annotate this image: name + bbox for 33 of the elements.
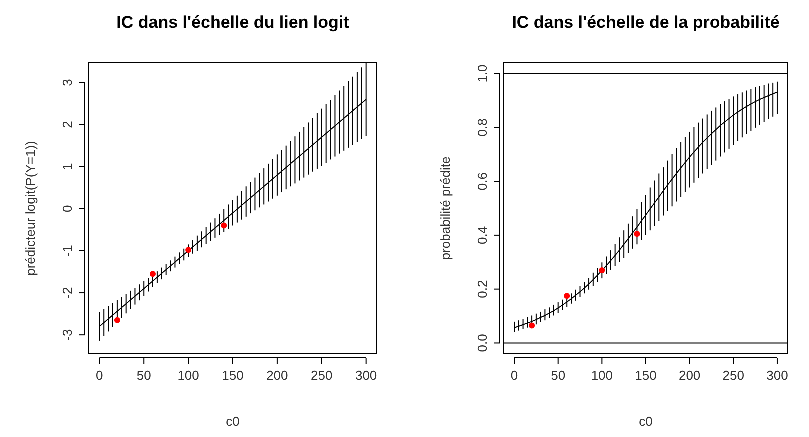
x-tick-label: 200 — [266, 368, 288, 383]
x-tick-label: 300 — [355, 368, 378, 383]
x-tick-label: 100 — [178, 368, 200, 383]
x-tick-label: 100 — [591, 368, 614, 383]
x-axis-title: c0 — [226, 414, 240, 429]
chart-title: IC dans l'échelle de la probabilité — [512, 13, 780, 32]
y-tick-label: 2 — [60, 121, 75, 128]
y-tick-label: -1 — [60, 245, 75, 257]
x-tick-label: 0 — [96, 368, 104, 383]
y-tick-label: 0.4 — [475, 226, 490, 244]
y-tick-label: -3 — [60, 329, 75, 341]
x-tick-label: 200 — [678, 368, 701, 383]
x-tick-label: 250 — [311, 368, 333, 383]
x-tick-label: 250 — [722, 368, 745, 383]
y-tick-label: 0.0 — [475, 334, 490, 352]
y-tick-label: 1.0 — [475, 64, 490, 83]
y-tick-label: 0.8 — [475, 118, 490, 137]
y-tick-label: 1 — [60, 163, 75, 170]
x-tick-label: 150 — [635, 368, 657, 383]
x-tick-label: 0 — [510, 368, 518, 383]
y-tick-label: 0.6 — [475, 172, 490, 191]
x-tick-label: 50 — [136, 368, 152, 383]
x-tick-label: 150 — [222, 368, 244, 383]
y-tick-label: 3 — [60, 79, 75, 86]
y-tick-label: -2 — [60, 287, 75, 299]
chart-title: IC dans l'échelle du lien logit — [116, 13, 350, 32]
y-tick-label: 0 — [60, 205, 75, 213]
y-tick-label: 0.2 — [475, 280, 490, 298]
y-axis-title: prédicteur logit(P(Y=1)) — [23, 141, 38, 276]
x-axis-title: c0 — [639, 414, 653, 429]
x-tick-label: 300 — [766, 368, 788, 383]
y-axis-title: probabilité prédite — [438, 156, 453, 260]
x-tick-label: 50 — [551, 368, 566, 383]
